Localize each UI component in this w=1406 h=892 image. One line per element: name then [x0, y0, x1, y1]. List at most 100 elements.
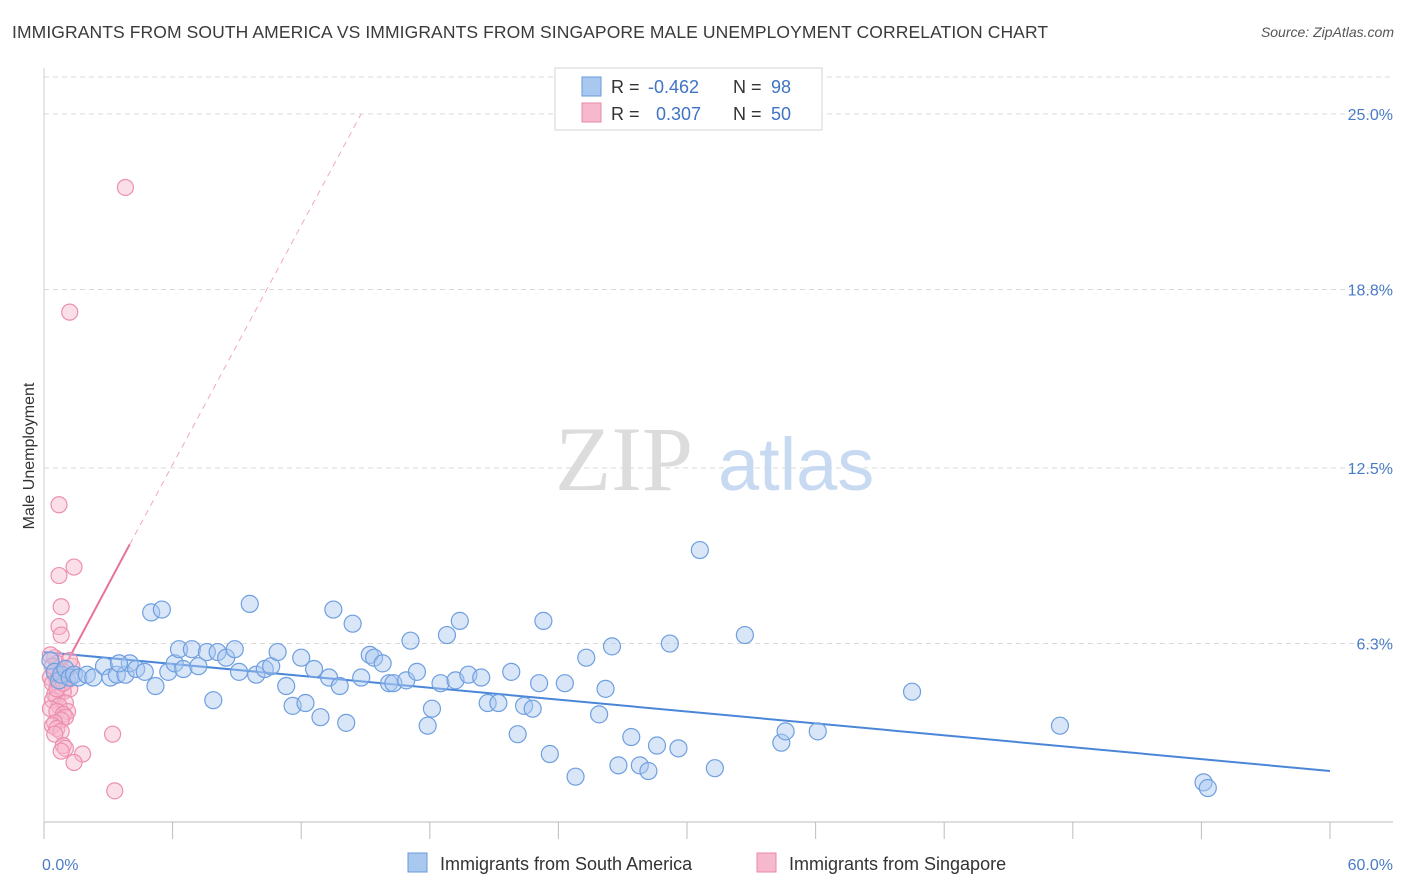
bottom-legend-blue-swatch	[407, 852, 428, 873]
trend-line-singapore-extension	[129, 113, 362, 545]
point-south-america-60	[437, 625, 457, 645]
point-south-america-25	[189, 657, 208, 676]
point-south-america-40	[296, 693, 315, 713]
point-south-america-72	[534, 611, 553, 630]
gridlines	[44, 76, 1393, 645]
point-south-america-0	[41, 651, 60, 670]
point-south-america-37	[277, 676, 296, 696]
point-singapore-5	[52, 598, 70, 616]
bottom-legend-singapore: Immigrants from Singapore	[789, 854, 1006, 874]
y-tick-label-1: 12.5%	[1348, 461, 1393, 478]
legend-r-value-2: 0.307	[656, 104, 701, 124]
point-south-america-13	[116, 665, 135, 684]
point-singapore-44	[106, 782, 124, 800]
point-south-america-27	[204, 691, 223, 710]
watermark-atlas: atlas	[718, 423, 874, 506]
legend-r-label-1: R =	[611, 77, 640, 97]
y-tick-label-2: 18.8%	[1348, 282, 1393, 299]
point-south-america-97	[109, 654, 129, 673]
point-south-america-41	[304, 659, 324, 679]
point-south-america-92	[808, 722, 827, 741]
legend-n-label-1: N =	[733, 77, 762, 97]
point-south-america-88	[705, 759, 724, 778]
point-south-america-19	[152, 600, 171, 619]
series-legend: Immigrants from South America Immigrants…	[407, 852, 1006, 874]
trend-lines	[43, 113, 1331, 773]
bottom-legend-pink-swatch	[756, 852, 777, 873]
point-south-america-30	[225, 640, 244, 659]
point-south-america-85	[660, 634, 679, 653]
point-south-america-47	[343, 614, 362, 633]
point-south-america-75	[566, 767, 585, 786]
watermark: ZIP atlas	[555, 408, 874, 510]
legend-r-value-1: -0.462	[648, 77, 699, 97]
point-south-america-66	[489, 693, 508, 713]
point-south-america-17	[142, 603, 161, 622]
point-south-america-31	[229, 662, 249, 681]
point-south-america-71	[530, 674, 549, 693]
point-south-america-76	[577, 648, 596, 667]
point-singapore-0	[116, 178, 135, 197]
point-south-america-18	[146, 676, 165, 696]
point-south-america-46	[337, 713, 356, 732]
x-tick-label-1: 60.0%	[1348, 857, 1393, 874]
point-south-america-62	[450, 611, 469, 630]
point-south-america-39	[292, 648, 311, 667]
correlation-legend: R = -0.462 N = 98 R = 0.307 N = 50	[554, 67, 823, 131]
x-tick-label-0: 0.0%	[42, 857, 78, 874]
point-singapore-37	[46, 725, 64, 743]
point-south-america-77	[590, 705, 609, 724]
point-south-america-84	[647, 736, 667, 755]
point-south-america-36	[268, 642, 287, 662]
point-singapore-7	[52, 626, 70, 644]
y-tick-label-0: 6.3%	[1357, 637, 1393, 654]
point-south-america-51	[373, 654, 392, 673]
point-south-america-79	[602, 637, 622, 656]
point-south-america-96	[1198, 778, 1217, 798]
x-tick-labels: 0.0% 60.0%	[42, 857, 1393, 874]
point-south-america-65	[478, 693, 497, 713]
axes	[43, 68, 1393, 839]
legend-n-value-2: 50	[771, 104, 791, 124]
series-south-america-points	[41, 540, 1217, 798]
point-south-america-26	[197, 642, 216, 662]
point-singapore-4	[65, 558, 83, 576]
point-south-america-64	[472, 668, 491, 687]
point-south-america-74	[555, 674, 574, 693]
point-south-america-78	[596, 679, 615, 698]
watermark-zip: ZIP	[555, 408, 693, 510]
point-south-america-57	[418, 716, 437, 735]
point-south-america-45	[330, 676, 349, 696]
point-south-america-55	[401, 631, 420, 650]
point-south-america-44	[324, 600, 343, 619]
point-south-america-80	[609, 756, 628, 775]
point-south-america-59	[431, 674, 450, 693]
point-south-america-24	[182, 640, 201, 659]
chart-source: Source: ZipAtlas.com	[1260, 24, 1394, 40]
point-south-america-83	[639, 761, 658, 781]
point-singapore-3	[50, 566, 68, 585]
point-singapore-43	[65, 753, 83, 772]
point-south-america-91	[776, 722, 795, 741]
point-south-america-56	[407, 662, 427, 681]
point-south-america-10	[94, 657, 114, 676]
y-tick-labels: 6.3% 12.5% 18.8% 25.0%	[1348, 107, 1393, 654]
point-south-america-93	[902, 682, 922, 701]
point-south-america-23	[174, 659, 193, 679]
point-south-america-16	[135, 662, 154, 681]
trend-line-south-america	[43, 651, 1331, 773]
point-south-america-81	[622, 727, 641, 747]
point-south-america-22	[169, 640, 189, 659]
legend-r-label-2: R =	[611, 104, 640, 124]
legend-n-label-2: N =	[733, 104, 762, 124]
point-south-america-48	[352, 668, 371, 687]
point-south-america-68	[508, 725, 527, 744]
point-singapore-1	[61, 303, 79, 321]
point-south-america-86	[669, 739, 688, 758]
legend-blue-swatch	[581, 76, 602, 97]
bottom-legend-south-america: Immigrants from South America	[440, 854, 693, 874]
point-south-america-94	[1050, 716, 1070, 735]
point-south-america-70	[523, 699, 542, 718]
chart-title: IMMIGRANTS FROM SOUTH AMERICA VS IMMIGRA…	[12, 22, 1049, 42]
